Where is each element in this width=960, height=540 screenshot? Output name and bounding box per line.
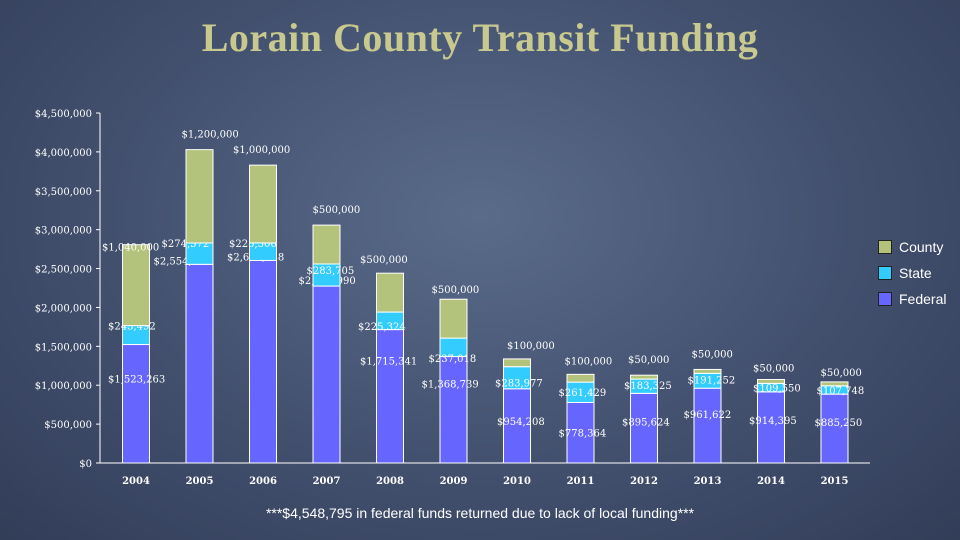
legend-swatch-federal [878,292,892,306]
y-tick-label: $4,500,000 [35,109,92,120]
data-label-state-2013: $191,252 [688,375,736,386]
bar-county-2006 [249,164,277,244]
legend-item-federal: Federal [878,286,958,312]
data-label-county-2005: $1,200,000 [182,130,239,141]
data-label-county-2013: $50,000 [692,349,733,360]
x-tick-label-2007: 2007 [313,476,341,487]
data-label-federal-2005: $2,554,305 [154,256,211,267]
legend-swatch-county [878,240,892,254]
y-tick-label: $3,500,000 [35,187,92,198]
data-label-federal-2015: $885,250 [815,418,863,429]
data-label-county-2004: $1,040,000 [102,243,159,254]
legend-swatch-state [878,266,892,280]
data-label-state-2014: $109,550 [753,383,801,394]
y-tick-label: $1,500,000 [35,342,92,353]
bar-federal-2006 [249,259,277,464]
data-label-state-2008: $225,324 [358,322,406,333]
data-label-county-2008: $500,000 [360,255,408,266]
bar-federal-2004 [122,344,150,464]
bar-county-2013 [693,368,722,374]
x-tick-label-2015: 2015 [821,476,849,487]
x-tick-label-2006: 2006 [249,476,277,487]
data-label-state-2015: $107,748 [817,386,865,397]
footnote: ***$4,548,795 in federal funds returned … [265,505,695,521]
bar-federal-2008 [376,329,404,464]
bar-federal-2013 [693,387,722,464]
x-tick-label-2013: 2013 [694,476,722,487]
bar-federal-2015 [820,393,849,464]
data-label-federal-2009: $1,368,739 [422,380,479,391]
bar-county-2005 [185,149,214,244]
bar-county-2012 [630,374,658,380]
bar-federal-2009 [439,356,468,464]
legend-item-state: State [878,260,958,286]
x-tick-label-2010: 2010 [503,476,531,487]
bar-county-2004 [122,244,150,327]
bar-county-2007 [312,224,341,265]
x-tick-label-2004: 2004 [122,476,150,487]
data-label-state-2004: $243,492 [108,322,156,333]
x-tick-label-2009: 2009 [440,476,468,487]
data-label-county-2006: $1,000,000 [233,145,290,156]
bar-federal-2011 [566,401,595,464]
data-label-state-2010: $283,977 [495,379,543,390]
data-label-county-2011: $100,000 [565,356,613,367]
legend: County State Federal [878,234,958,312]
bar-county-2015 [820,381,849,387]
x-tick-label-2012: 2012 [630,476,658,487]
data-label-federal-2011: $778,364 [559,428,607,439]
data-label-federal-2004: $1,523,263 [108,375,165,386]
data-label-state-2009: $237,018 [429,354,477,365]
data-label-county-2014: $50,000 [753,363,794,374]
data-label-county-2010: $100,000 [507,341,555,352]
bar-federal-2014 [757,391,785,464]
x-tick-label-2011: 2011 [567,476,595,487]
legend-label-county: County [899,239,944,255]
data-label-state-2012: $183,325 [624,381,672,392]
data-label-federal-2010: $954,208 [497,417,545,428]
bar-federal-2005 [185,263,214,464]
x-tick-label-2014: 2014 [757,476,785,487]
legend-label-federal: Federal [899,291,947,307]
data-label-state-2005: $274,572 [162,239,210,250]
data-label-county-2015: $50,000 [821,368,862,379]
data-label-federal-2014: $914,395 [749,416,797,427]
y-tick-label: $500,000 [44,420,92,431]
legend-label-state: State [899,265,932,281]
bar-county-2009 [439,298,468,339]
legend-item-county: County [878,234,958,260]
y-tick-label: $3,000,000 [35,226,92,237]
y-tick-label: $0 [79,459,92,470]
bar-county-2008 [376,272,404,313]
y-tick-label: $1,000,000 [35,381,92,392]
bar-federal-2007 [312,285,341,464]
chart-title: Lorain County Transit Funding [201,15,759,60]
data-label-county-2012: $50,000 [628,355,669,366]
y-tick-label: $4,000,000 [35,148,92,159]
data-label-federal-2012: $895,624 [622,417,670,428]
bar-county-2011 [566,373,595,383]
data-label-county-2009: $500,000 [432,285,480,296]
data-label-federal-2008: $1,715,341 [360,357,417,368]
data-label-federal-2013: $961,622 [684,410,732,421]
y-tick-label: $2,000,000 [35,303,92,314]
x-tick-label-2008: 2008 [376,476,404,487]
y-tick-label: $2,500,000 [35,265,92,276]
bar-county-2014 [757,378,785,384]
data-label-state-2011: $261,429 [559,388,607,399]
data-label-state-2006: $225,506 [229,239,277,250]
data-label-county-2007: $500,000 [313,205,361,216]
bar-county-2010 [503,358,531,368]
x-tick-label-2005: 2005 [186,476,214,487]
data-label-state-2007: $283,705 [307,266,355,277]
